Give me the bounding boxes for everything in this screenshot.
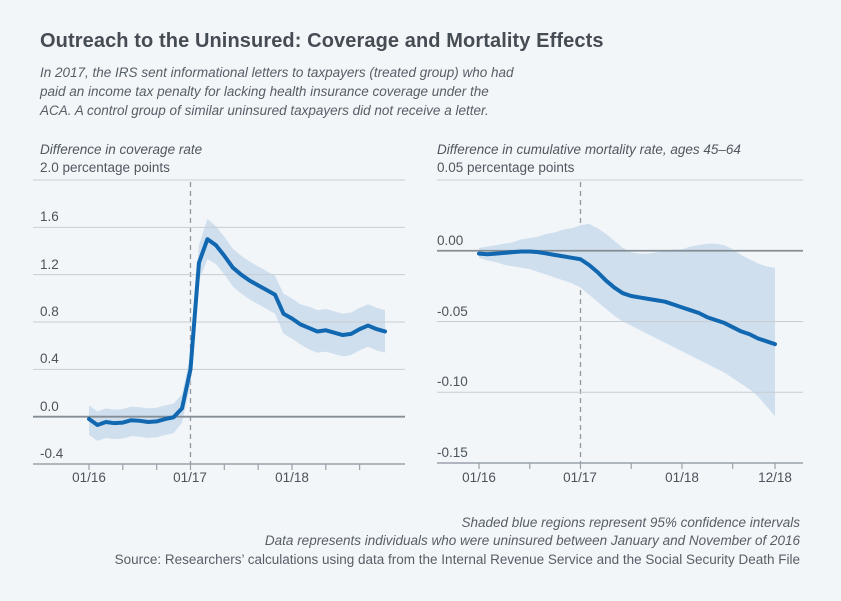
mortality-ytick--0.15: -0.15 bbox=[437, 445, 468, 460]
footnote-source: Source: Researchers’ calculations using … bbox=[114, 551, 800, 567]
mortality-chart-units-label: 0.05 percentage points bbox=[437, 160, 575, 175]
mortality-ytick-0.00: 0.00 bbox=[437, 233, 464, 248]
mortality-ytick--0.05: -0.05 bbox=[437, 304, 468, 319]
footnotes: Shaded blue regions represent 95% confid… bbox=[115, 514, 800, 569]
footnote-confidence-intervals: Shaded blue regions represent 95% confid… bbox=[461, 515, 800, 530]
coverage-ytick-1.6: 1.6 bbox=[40, 209, 59, 224]
coverage-xtick-0116: 01/16 bbox=[72, 470, 106, 485]
mortality-chart-header: Difference in cumulative mortality rate,… bbox=[437, 141, 741, 177]
mortality-xtick-0116: 01/16 bbox=[462, 470, 496, 485]
coverage-ytick-0.8: 0.8 bbox=[40, 304, 59, 319]
coverage-xtick-0117: 01/17 bbox=[173, 470, 207, 485]
mortality-xtick-1218: 12/18 bbox=[758, 470, 792, 485]
subtitle-line-3: ACA. A control group of similar uninsure… bbox=[40, 103, 489, 118]
mortality-chart-title: Difference in cumulative mortality rate,… bbox=[437, 142, 741, 157]
coverage-ytick-1.2: 1.2 bbox=[40, 257, 59, 272]
mortality-xtick-0117: 01/17 bbox=[563, 470, 597, 485]
coverage-data-line bbox=[87, 237, 387, 427]
figure-subtitle: In 2017, the IRS sent informational lett… bbox=[40, 63, 514, 120]
coverage-chart-title: Difference in coverage rate bbox=[40, 142, 203, 157]
coverage-ytick-0.0: 0.0 bbox=[40, 399, 59, 414]
mortality-confidence-band bbox=[479, 223, 775, 417]
coverage-confidence-band bbox=[89, 219, 385, 441]
mortality-data-line bbox=[477, 249, 777, 347]
footnote-data-description: Data represents individuals who were uni… bbox=[264, 533, 800, 549]
subtitle-line-2: paid an income tax penalty for lacking h… bbox=[40, 84, 489, 99]
coverage-chart-header: Difference in coverage rate 2.0 percenta… bbox=[40, 141, 202, 177]
subtitle-line-1: In 2017, the IRS sent informational lett… bbox=[40, 65, 514, 80]
coverage-ytick--0.4: -0.4 bbox=[40, 446, 64, 461]
coverage-chart-units-label: 2.0 percentage points bbox=[40, 160, 170, 175]
coverage-xtick-0118: 01/18 bbox=[275, 470, 309, 485]
coverage-ytick-0.4: 0.4 bbox=[40, 351, 59, 366]
figure-title: Outreach to the Uninsured: Coverage and … bbox=[40, 30, 604, 52]
mortality-xtick-0118: 01/18 bbox=[665, 470, 699, 485]
mortality-ytick--0.10: -0.10 bbox=[437, 374, 468, 389]
